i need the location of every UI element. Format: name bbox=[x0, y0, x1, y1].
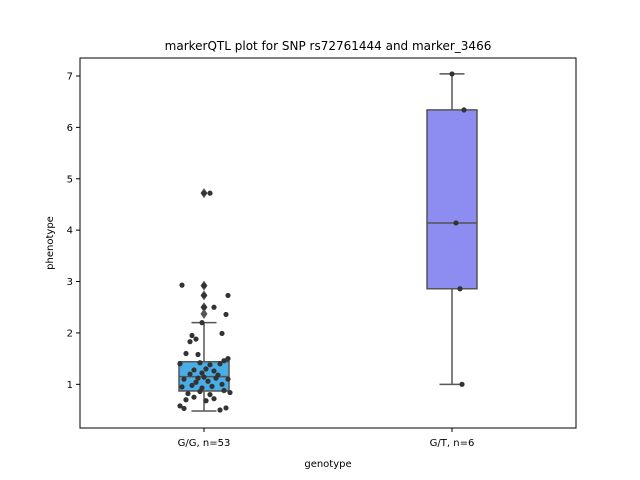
y-tick-label: 2 bbox=[67, 328, 73, 339]
y-tick-label: 5 bbox=[67, 174, 73, 185]
boxplots bbox=[178, 73, 478, 412]
data-point bbox=[217, 361, 223, 367]
data-point bbox=[459, 381, 465, 387]
data-point bbox=[221, 358, 227, 364]
data-point bbox=[177, 361, 183, 367]
data-point bbox=[449, 71, 455, 77]
data-point bbox=[179, 384, 185, 390]
data-point bbox=[193, 379, 199, 385]
data-point bbox=[179, 282, 185, 288]
data-point bbox=[223, 311, 229, 318]
x-axis-label: genotype bbox=[304, 459, 351, 470]
data-point bbox=[203, 398, 209, 404]
data-point bbox=[205, 378, 211, 384]
data-point bbox=[211, 396, 217, 402]
data-point bbox=[183, 350, 189, 357]
data-point bbox=[203, 366, 209, 372]
data-point bbox=[225, 356, 231, 362]
y-axis-label: phenotype bbox=[45, 216, 56, 270]
data-point bbox=[207, 391, 213, 398]
data-point bbox=[217, 407, 223, 413]
data-point bbox=[223, 405, 229, 411]
data-point bbox=[207, 190, 213, 196]
data-point bbox=[201, 374, 207, 380]
boxplot bbox=[426, 73, 478, 386]
data-point bbox=[187, 339, 193, 345]
plot-area bbox=[79, 57, 577, 429]
x-tick-label: G/T, n=6 bbox=[430, 438, 475, 449]
data-point bbox=[225, 292, 231, 299]
data-point bbox=[191, 394, 197, 400]
data-point bbox=[199, 385, 205, 391]
data-point bbox=[191, 367, 197, 373]
data-point bbox=[199, 320, 205, 326]
data-point bbox=[201, 292, 207, 299]
data-point bbox=[219, 330, 225, 337]
data-point bbox=[453, 220, 459, 226]
data-point bbox=[215, 372, 221, 378]
data-point bbox=[183, 397, 189, 403]
data-point bbox=[461, 107, 467, 113]
chart-title: markerQTL plot for SNP rs72761444 and ma… bbox=[165, 39, 492, 53]
data-point bbox=[189, 332, 195, 339]
data-point bbox=[201, 283, 207, 289]
data-point bbox=[211, 368, 217, 374]
data-point bbox=[189, 382, 195, 388]
data-point bbox=[207, 362, 213, 368]
data-point bbox=[457, 286, 463, 292]
data-point bbox=[193, 336, 199, 342]
data-point bbox=[201, 190, 207, 196]
x-axis: G/G, n=53 G/T, n=6 bbox=[178, 428, 475, 449]
y-tick-label: 3 bbox=[67, 277, 73, 288]
data-point bbox=[181, 376, 187, 382]
data-point bbox=[187, 371, 193, 377]
data-points bbox=[177, 71, 467, 413]
data-point bbox=[225, 376, 231, 382]
y-tick-label: 4 bbox=[67, 226, 73, 237]
box bbox=[426, 109, 478, 290]
y-axis: 1 2 3 4 5 6 7 bbox=[67, 71, 80, 391]
boxplot bbox=[178, 188, 230, 412]
data-point bbox=[221, 387, 227, 394]
data-point bbox=[211, 304, 217, 310]
data-point bbox=[177, 403, 183, 409]
data-point bbox=[181, 405, 187, 412]
data-point bbox=[197, 360, 203, 366]
x-tick-label: G/G, n=53 bbox=[178, 438, 231, 449]
data-point bbox=[185, 390, 191, 397]
outlier-marker bbox=[200, 308, 208, 319]
y-tick-label: 7 bbox=[67, 71, 73, 82]
data-point bbox=[209, 383, 215, 389]
y-tick-label: 1 bbox=[67, 380, 73, 391]
data-point bbox=[227, 389, 233, 396]
data-point bbox=[195, 375, 201, 381]
data-point bbox=[201, 304, 207, 310]
data-point bbox=[195, 351, 201, 358]
data-point bbox=[199, 370, 205, 376]
y-tick-label: 6 bbox=[67, 123, 73, 134]
data-point bbox=[219, 381, 225, 387]
